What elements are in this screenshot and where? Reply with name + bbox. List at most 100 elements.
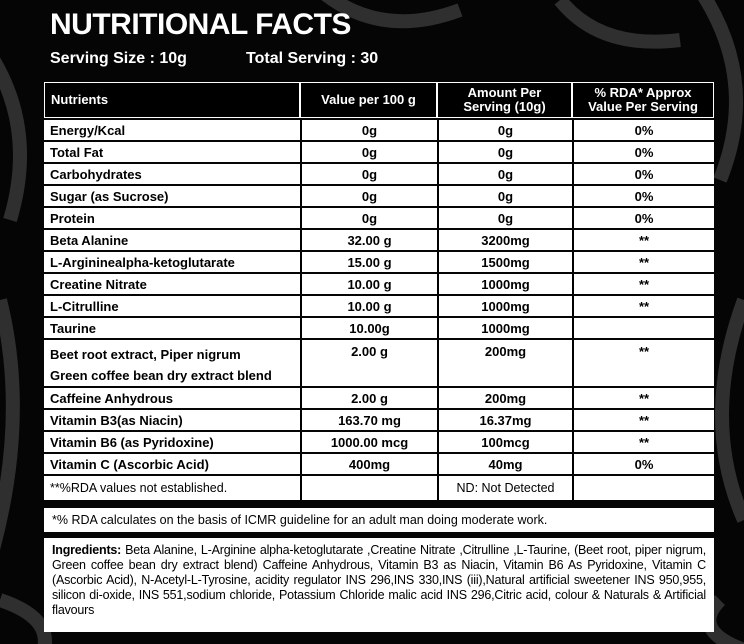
table-row: Carbohydrates 0g 0g 0%: [44, 164, 714, 184]
nutrient-name: Creatine Nitrate: [50, 276, 147, 292]
header-row: Nutrients Value per 100 g Amount Per Servi…: [44, 82, 714, 118]
table-row: Creatine Nitrate 10.00 g 1000mg **: [44, 274, 714, 294]
table-cell: L-Citrulline: [44, 296, 300, 316]
table-row: Vitamin B6 (as Pyridoxine) 1000.00 mcg 100…: [44, 432, 714, 452]
table-row: Vitamin C (Ascorbic Acid) 400mg 40mg 0%: [44, 454, 714, 474]
table-row: Total Fat 0g 0g 0%: [44, 142, 714, 162]
table-cell: [572, 318, 714, 338]
table-row: Taurine 10.00g 1000mg: [44, 318, 714, 338]
nutrient-name: Vitamin B6 (as Pyridoxine): [50, 434, 214, 450]
table-cell: 0g: [300, 142, 437, 162]
table-cell: **: [572, 296, 714, 316]
nutrient-name: L-Citrulline: [50, 298, 119, 314]
table-cell: Taurine: [44, 318, 300, 338]
table-cell: 200mg: [437, 388, 572, 408]
table-cell: Energy/Kcal: [44, 120, 300, 140]
table-cell: 0g: [437, 208, 572, 228]
table-cell: **: [572, 388, 714, 408]
table-cell: 0g: [300, 186, 437, 206]
table-cell: 1000mg: [437, 274, 572, 294]
table-cell: 0g: [437, 120, 572, 140]
table-cell: **: [572, 274, 714, 294]
table-cell: **: [572, 432, 714, 452]
table-row: Caffeine Anhydrous 2.00 g 200mg **: [44, 388, 714, 408]
table-cell: **: [572, 340, 714, 386]
table-cell: 10.00 g: [300, 274, 437, 294]
table-cell: 0%: [572, 208, 714, 228]
table-cell: 1000mg: [437, 296, 572, 316]
ingredients: Ingredients: Beta Alanine, L-Arginine al…: [44, 538, 714, 632]
table-row: Energy/Kcal 0g 0g 0%: [44, 120, 714, 140]
header-cell: % RDA* Approx Value Per Serving: [572, 82, 714, 118]
table-cell: Vitamin C (Ascorbic Acid): [44, 454, 300, 474]
table-cell: **: [572, 252, 714, 272]
table-row: L-Citrulline 10.00 g 1000mg **: [44, 296, 714, 316]
nutrient-name: Sugar (as Sucrose): [50, 188, 169, 204]
nutrient-name: Taurine: [50, 320, 96, 336]
total-serving: Total Serving : 30: [246, 50, 379, 67]
table-cell: Beet root extract, Piper nigrum Green cof…: [44, 340, 300, 386]
table-cell: L-Argininealpha-ketoglutarate: [44, 252, 300, 272]
table-cell: 40mg: [437, 454, 572, 474]
table-cell: 3200mg: [437, 230, 572, 250]
table-row: Beet root extract, Piper nigrum Green cof…: [44, 340, 714, 386]
nutrient-name: Vitamin C (Ascorbic Acid): [50, 456, 209, 472]
table-cell: 32.00 g: [300, 230, 437, 250]
nutrient-name: Protein: [50, 210, 95, 226]
table-cell: Sugar (as Sucrose): [44, 186, 300, 206]
table-cell: Vitamin B3(as Niacin): [44, 410, 300, 430]
ingredients-label: Ingredients:: [52, 543, 122, 557]
table-cell: 1000.00 mcg: [300, 432, 437, 452]
table-cell: 2.00 g: [300, 340, 437, 386]
table-cell: 0g: [437, 164, 572, 184]
table-cell: 0%: [572, 186, 714, 206]
table-cell: Beta Alanine: [44, 230, 300, 250]
table-cell: Carbohydrates: [44, 164, 300, 184]
nutrient-name: Energy/Kcal: [50, 122, 126, 138]
table-cell: 0g: [300, 164, 437, 184]
table-row: Protein 0g 0g 0%: [44, 208, 714, 228]
table-cell: 200mg: [437, 340, 572, 386]
table-row: L-Argininealpha-ketoglutarate 15.00 g 1500…: [44, 252, 714, 272]
table-cell: Vitamin B6 (as Pyridoxine): [44, 432, 300, 452]
nutrient-name: Total Fat: [50, 144, 104, 160]
nutrient-name-line2: Green coffee bean dry extract blend: [50, 368, 272, 383]
table-row: Vitamin B3(as Niacin) 163.70 mg 16.37mg **: [44, 410, 714, 430]
table-cell: **: [572, 230, 714, 250]
table-cell: 0%: [572, 142, 714, 162]
title: NUTRITIONAL FACTS: [50, 8, 351, 41]
rda-basis-note: *% RDA calculates on the basis of ICMR g…: [44, 508, 714, 532]
table-cell: 100mcg: [437, 432, 572, 452]
table-cell: Protein: [44, 208, 300, 228]
nutrient-name: Vitamin B3(as Niacin): [50, 412, 183, 428]
nutrition-table: Nutrients Value per 100 g Amount Per Servi…: [44, 80, 714, 502]
table-cell: 0%: [572, 120, 714, 140]
note-cell: **%RDA values not established.: [44, 476, 300, 500]
nutrient-name: Beet root extract, Piper nigrum: [50, 347, 241, 362]
header-cell: Nutrients: [44, 82, 300, 118]
note-cell: [300, 476, 437, 500]
header-cell: Amount Per Serving (10g): [437, 82, 572, 118]
table-cell: 163.70 mg: [300, 410, 437, 430]
table-cell: 16.37mg: [437, 410, 572, 430]
header-cell: Value per 100 g: [300, 82, 437, 118]
table-cell: Total Fat: [44, 142, 300, 162]
table-cell: Caffeine Anhydrous: [44, 388, 300, 408]
table-cell: Creatine Nitrate: [44, 274, 300, 294]
nutrient-name: Caffeine Anhydrous: [50, 390, 174, 406]
table-cell: **: [572, 410, 714, 430]
nutrient-name: L-Argininealpha-ketoglutarate: [50, 254, 235, 270]
table-row: Sugar (as Sucrose) 0g 0g 0%: [44, 186, 714, 206]
table-cell: 400mg: [300, 454, 437, 474]
table-cell: 0g: [300, 120, 437, 140]
table-cell: 0g: [437, 186, 572, 206]
table-cell: 1500mg: [437, 252, 572, 272]
table-cell: 0%: [572, 164, 714, 184]
nutrient-name: Carbohydrates: [50, 166, 142, 182]
note-cell: [572, 476, 714, 500]
note-cell: ND: Not Detected: [437, 476, 572, 500]
table-cell: 0g: [437, 142, 572, 162]
table-cell: 0%: [572, 454, 714, 474]
